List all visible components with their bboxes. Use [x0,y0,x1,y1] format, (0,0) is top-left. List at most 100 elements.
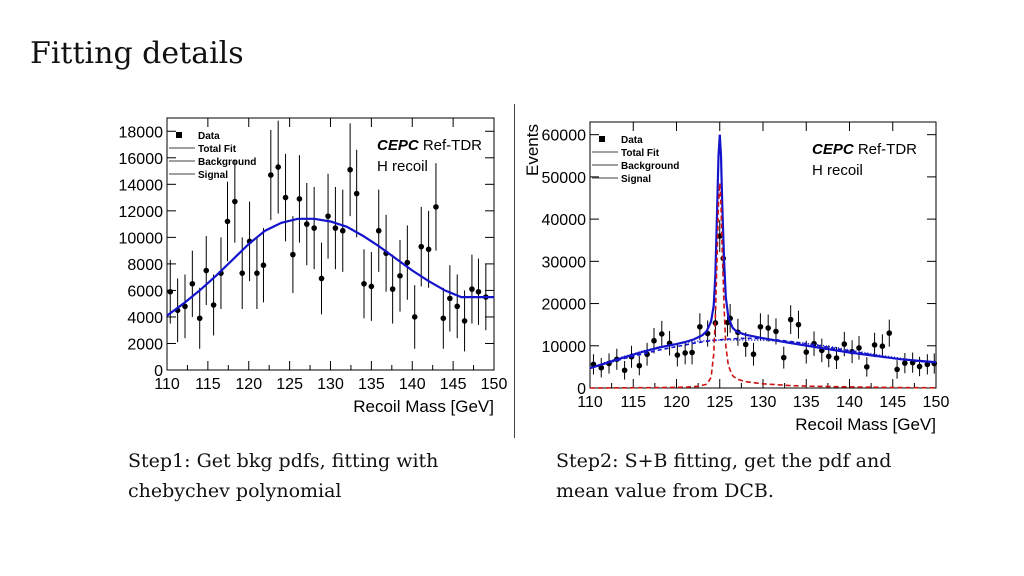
data-point [916,363,923,370]
y-tick-label: 8000 [127,257,163,274]
x-tick-label: 130 [317,376,344,393]
x-axis-title: Recoil Mass [GeV] [795,415,936,434]
y-tick-label: 50000 [542,170,587,187]
x-tick-label: 135 [793,394,820,411]
data-point [682,350,688,356]
x-tick-label: 140 [836,394,863,411]
data-point [461,318,468,324]
data-point [440,315,447,322]
x-tick-label: 135 [358,376,385,393]
caption-step2-line1: Step2: S+B fitting, get the pdf and [556,450,892,472]
y-tick-label: 20000 [542,297,587,314]
data-point [318,275,325,282]
x-tick-label: 145 [879,394,906,411]
bkg-fit-chart: 110 115 120 125 130 135 140 145 150 0 2000 4000 6000… [106,112,508,418]
legend-entry: Background [198,157,256,168]
data-point [404,259,411,266]
caption-step1: Step1: Get bkg pdfs, fitting with chebyc… [128,446,438,506]
data-point [879,343,886,349]
data-point [825,353,832,360]
channel-label: H recoil [377,158,428,175]
data-point [332,225,339,231]
slide-title: Fitting details [30,36,244,71]
data-point [361,280,367,287]
data-point [864,364,870,370]
data-point [275,164,281,170]
y-tick-label: 2000 [127,336,163,353]
data-point [773,328,779,335]
data-point [636,362,643,369]
data-point [621,367,628,374]
data-point [353,190,360,197]
data-point [454,303,461,310]
data-point [296,196,303,202]
y-tick-label: 10000 [542,339,587,356]
data-point [196,315,203,322]
x-tick-label: 120 [235,376,262,393]
y-tick-label: 16000 [119,151,164,168]
data-point [433,204,439,210]
data-point [757,323,764,330]
legend-entry: Data [621,135,643,146]
x-tick-label: 130 [750,394,777,411]
experiment-label-rest: Ref-TDR [423,137,482,154]
data-point [841,341,848,347]
channel-label: H recoil [812,162,863,179]
data-point [254,270,260,276]
x-tick-label: 120 [663,394,690,411]
legend-entry: Signal [621,174,651,185]
x-axis-title: Recoil Mass [GeV] [353,397,494,416]
x-tick-label: 110 [577,394,603,411]
data-point [182,303,188,310]
y-tick-label: 30000 [542,254,587,271]
x-tick-label: 150 [923,394,950,411]
data-point [894,366,900,373]
x-tick-label: 145 [440,376,467,393]
legend-entry: Signal [198,170,228,181]
y-tick-label: 18000 [119,124,164,141]
legend-entry: Total Fit [621,148,660,159]
data-point [742,341,749,348]
x-tick-label: 140 [399,376,426,393]
data-point [697,323,703,330]
y-tick-label: 60000 [542,128,587,145]
data-point [475,288,482,295]
caption-step1-line1: Step1: Get bkg pdfs, fitting with [128,450,439,472]
series-line-total-fit [589,134,937,370]
y-tick-label: 0 [577,381,586,398]
data-point [203,267,210,274]
legend-entry: Data [198,131,220,142]
data-point [260,262,267,269]
plot-frame [166,117,495,371]
series-line-background [589,339,937,369]
data-point [311,225,317,231]
y-tick-label: 14000 [119,177,164,194]
data-point [598,364,605,371]
caption-step2-line2: mean value from DCB. [556,480,774,502]
data-point [674,352,681,358]
data-point [803,349,810,355]
x-tick-label: 150 [481,376,508,393]
legend-marker-data [176,132,182,138]
legend-entry: Total Fit [198,144,237,155]
y-tick-label: 0 [154,363,163,380]
legend-entry: Background [621,161,679,172]
experiment-label-bold: CEPC [812,141,858,158]
data-point [303,221,310,227]
data-point [795,321,802,328]
y-tick-label: 10000 [119,230,164,247]
y-tick-label: 12000 [119,204,164,221]
data-point [787,316,794,323]
data-point [447,295,453,302]
data-point [268,172,274,178]
bkg-fit-plot: 110 115 120 125 130 135 140 145 150 0 2000 4000 6000… [119,117,508,416]
data-point [282,194,289,201]
data-point [224,218,231,225]
y-axis-title: Events [523,124,542,176]
x-tick-label: 125 [706,394,733,411]
experiment-label: CEPC Ref-TDR [377,137,482,154]
series-line-background [589,337,937,369]
panel-divider [514,104,515,438]
x-tick-label: 110 [154,376,180,393]
data-point [833,355,840,361]
